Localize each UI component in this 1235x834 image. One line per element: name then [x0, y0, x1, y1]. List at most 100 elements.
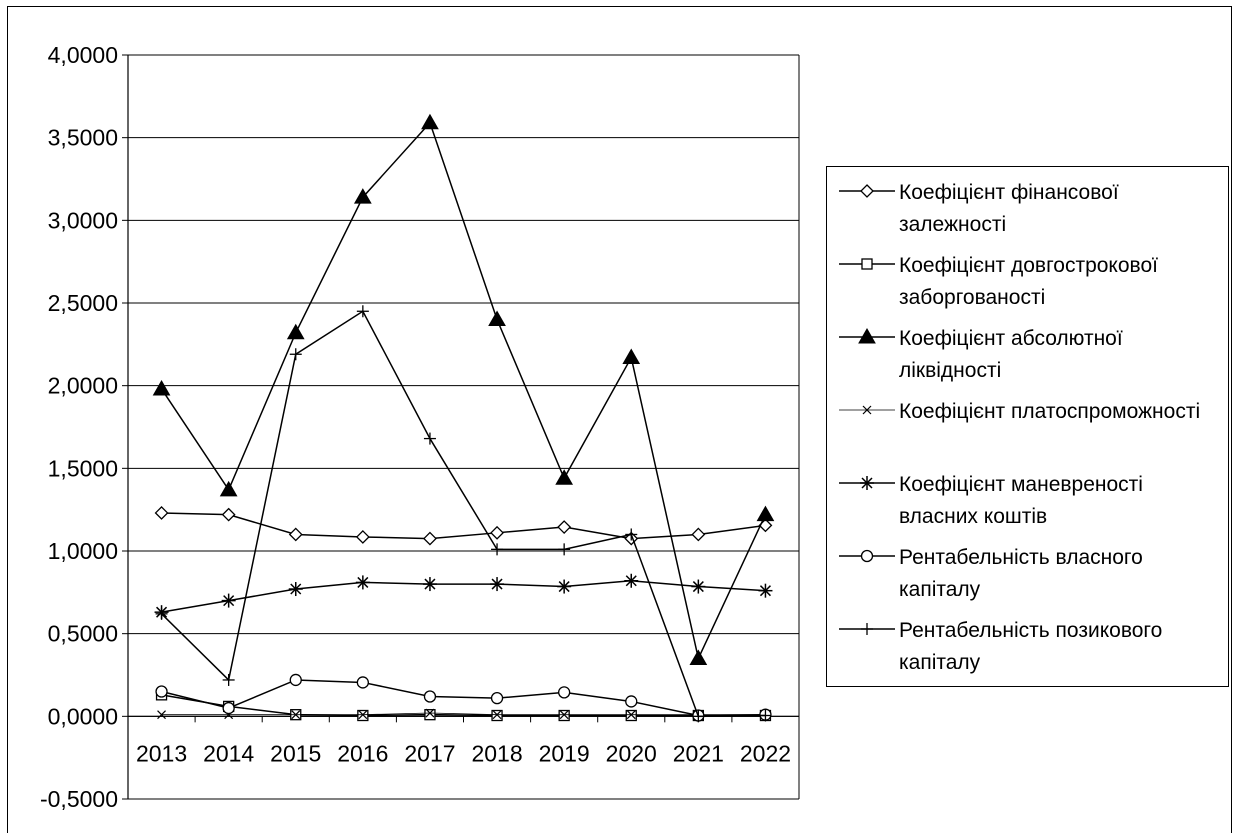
data-point — [289, 348, 302, 361]
legend-swatch — [839, 549, 895, 563]
series-line — [161, 310, 766, 718]
y-tick-label: 0,0000 — [48, 703, 118, 729]
tick-labels: 4,0000 3,5000 3,0000 2,5000 2,0000 1,5000 1,00… — [40, 42, 791, 812]
x-tick-label: 2014 — [203, 740, 254, 766]
legend: Коефіцієнт фінансової залежності Коефіці… — [826, 166, 1229, 687]
data-point — [353, 188, 372, 204]
legend-label: Коефіцієнт абсолютної ліквідності — [899, 327, 1123, 382]
data-point — [691, 527, 706, 542]
series-line — [161, 694, 766, 717]
data-point — [555, 469, 574, 485]
data-point — [221, 507, 236, 522]
data-point — [624, 573, 639, 588]
data-point — [424, 709, 436, 721]
x-tick-label: 2021 — [673, 740, 724, 766]
x-tick-label: 2017 — [404, 740, 455, 766]
series — [155, 305, 772, 723]
legend-label: Коефіцієнт маневреності власних коштів — [899, 473, 1143, 528]
data-point — [490, 577, 505, 592]
y-tick-label: 2,5000 — [48, 290, 118, 316]
data-point — [558, 543, 571, 556]
data-point — [152, 379, 171, 396]
data-point — [356, 305, 369, 318]
data-point — [154, 506, 169, 520]
data-point — [219, 480, 238, 497]
series — [154, 506, 773, 546]
data-point — [488, 310, 506, 327]
y-tick-label: 1,5000 — [48, 455, 118, 481]
data-point — [289, 673, 302, 687]
data-point — [689, 649, 708, 665]
legend-item: Коефіцієнт фінансової залежності — [827, 175, 1227, 245]
data-point — [491, 543, 504, 556]
series — [155, 673, 772, 722]
data-point — [692, 710, 705, 723]
x-tick-label: 2020 — [606, 740, 657, 766]
data-point — [356, 676, 370, 689]
x-tick-label: 2013 — [136, 740, 187, 766]
data-point — [758, 583, 773, 598]
y-tick-label: 3,0000 — [48, 207, 118, 233]
series-line — [161, 512, 766, 540]
data-point — [625, 528, 638, 541]
data-point — [557, 520, 572, 534]
data-point — [288, 582, 303, 597]
data-point — [222, 673, 235, 686]
legend-item: Коефіцієнт абсолютної ліквідності — [827, 321, 1227, 391]
data-point — [358, 710, 368, 720]
data-point — [557, 579, 572, 594]
series-line — [161, 712, 766, 716]
data-point — [691, 579, 706, 594]
data-point — [492, 710, 502, 720]
data-point — [862, 405, 872, 415]
legend-label: Рентабельність позикового капіталу — [899, 619, 1163, 674]
legend-swatch — [839, 258, 895, 270]
legend-label: Коефіцієнт фінансової залежності — [899, 181, 1119, 236]
y-tick-label: 4,0000 — [48, 42, 118, 68]
data-point — [291, 710, 301, 720]
x-tick-label: 2015 — [270, 740, 321, 766]
data-point — [625, 695, 638, 708]
data-point — [222, 701, 235, 715]
legend-item: Рентабельність позикового капіталу — [827, 613, 1227, 683]
data-point — [860, 476, 874, 490]
x-tick-label: 2018 — [471, 740, 522, 766]
data-point — [861, 623, 873, 635]
legend-label: Коефіцієнт платоспроможності — [899, 400, 1201, 423]
series-line — [161, 580, 766, 613]
data-point — [422, 577, 437, 592]
y-tick-label: 0,5000 — [48, 621, 118, 647]
y-tick-label: 3,5000 — [48, 125, 118, 151]
data-point — [155, 685, 168, 698]
data-point — [425, 708, 435, 718]
data-point — [622, 348, 641, 365]
x-tick-label: 2016 — [337, 740, 388, 766]
legend-swatch — [839, 623, 895, 635]
data-point — [559, 710, 569, 720]
data-point — [421, 113, 439, 130]
data-point — [355, 530, 370, 544]
series-lines — [152, 113, 775, 723]
data-point — [221, 593, 236, 608]
series-line — [160, 121, 767, 661]
data-point — [286, 323, 305, 340]
data-point — [860, 549, 874, 563]
data-point — [860, 184, 874, 198]
legend-swatch — [839, 405, 895, 415]
y-tick-label: 2,0000 — [48, 373, 118, 399]
legend-label: Рентабельність власного капіталу — [899, 546, 1143, 601]
y-tick-label: 1,0000 — [48, 538, 118, 564]
data-point — [558, 686, 571, 699]
data-point — [423, 690, 437, 703]
grid-lines — [128, 54, 799, 800]
data-point — [288, 527, 303, 542]
legend-item: Коефіцієнт маневреності власних коштів — [827, 467, 1227, 537]
legend-item: Коефіцієнт довгострокової заборгованості — [827, 248, 1227, 318]
data-point — [490, 525, 504, 540]
legend-item: Коефіцієнт платоспроможності — [827, 394, 1227, 464]
data-point — [155, 607, 168, 620]
series-line — [161, 679, 766, 717]
data-point — [355, 575, 370, 590]
chart-frame — [7, 6, 1232, 833]
